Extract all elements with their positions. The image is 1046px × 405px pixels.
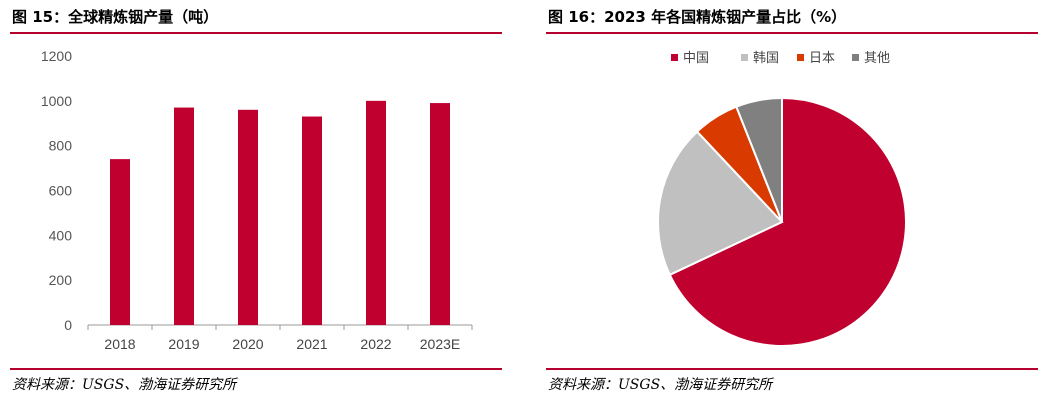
pie-chart: 中国 韩国 日本 其他 bbox=[657, 50, 907, 347]
x-tick-label: 2020 bbox=[232, 336, 263, 352]
x-tick-label: 2021 bbox=[296, 336, 327, 352]
x-tick-label: 2023E bbox=[420, 336, 460, 352]
x-tick-label: 2019 bbox=[168, 336, 199, 352]
bar-2023E bbox=[430, 103, 450, 325]
y-tick-label: 0 bbox=[64, 317, 72, 333]
y-tick-label: 1200 bbox=[41, 48, 72, 64]
y-tick-label: 200 bbox=[49, 272, 73, 288]
figure-15-panel: 图 15：全球精炼铟产量（吨） 0 200 400 600 800 1000 1200 201… bbox=[0, 0, 510, 405]
bar-2019 bbox=[174, 107, 194, 325]
bar-chart: 0 200 400 600 800 1000 1200 2018 2019 2020 2021 202… bbox=[41, 48, 473, 352]
legend-swatch-2 bbox=[797, 54, 804, 61]
pie-slice-1 bbox=[657, 130, 784, 277]
figure-16-bottom-rule bbox=[546, 368, 1038, 370]
bar-2021 bbox=[302, 116, 322, 326]
bar-2022 bbox=[366, 100, 386, 325]
legend-swatch-0 bbox=[671, 54, 678, 61]
pie-slice-3 bbox=[735, 96, 783, 223]
figure-16-panel: 图 16：2023 年各国精炼铟产量占比（%） 中国 韩国 日本 其他 资料来源：US… bbox=[536, 0, 1046, 405]
bar-2018 bbox=[110, 159, 130, 325]
legend-label-3: 其他 bbox=[864, 50, 890, 65]
legend-swatch-1 bbox=[741, 54, 748, 61]
x-tick-label: 2018 bbox=[104, 336, 135, 352]
legend-label-0: 中国 bbox=[683, 50, 709, 65]
y-tick-label: 1000 bbox=[41, 93, 72, 109]
figure-15-top-rule bbox=[10, 32, 502, 34]
y-tick-label: 800 bbox=[49, 138, 73, 154]
figure-15-title: 图 15：全球精炼铟产量（吨） bbox=[12, 8, 219, 26]
x-tick-label: 2022 bbox=[360, 336, 391, 352]
pie-slice-0 bbox=[668, 96, 907, 347]
figure-15-source: 资料来源：USGS、渤海证券研究所 bbox=[12, 377, 237, 393]
y-tick-label: 400 bbox=[49, 227, 73, 243]
figure-16-title: 图 16：2023 年各国精炼铟产量占比（%） bbox=[548, 8, 847, 26]
figure-15-bottom-rule bbox=[10, 368, 502, 370]
y-tick-label: 600 bbox=[49, 183, 73, 199]
figure-16-top-rule bbox=[546, 32, 1038, 34]
legend-label-2: 日本 bbox=[809, 50, 835, 65]
legend-label-1: 韩国 bbox=[753, 50, 779, 65]
figure-16-source: 资料来源：USGS、渤海证券研究所 bbox=[548, 377, 773, 393]
bar-2020 bbox=[238, 109, 258, 325]
legend-swatch-3 bbox=[852, 54, 859, 61]
